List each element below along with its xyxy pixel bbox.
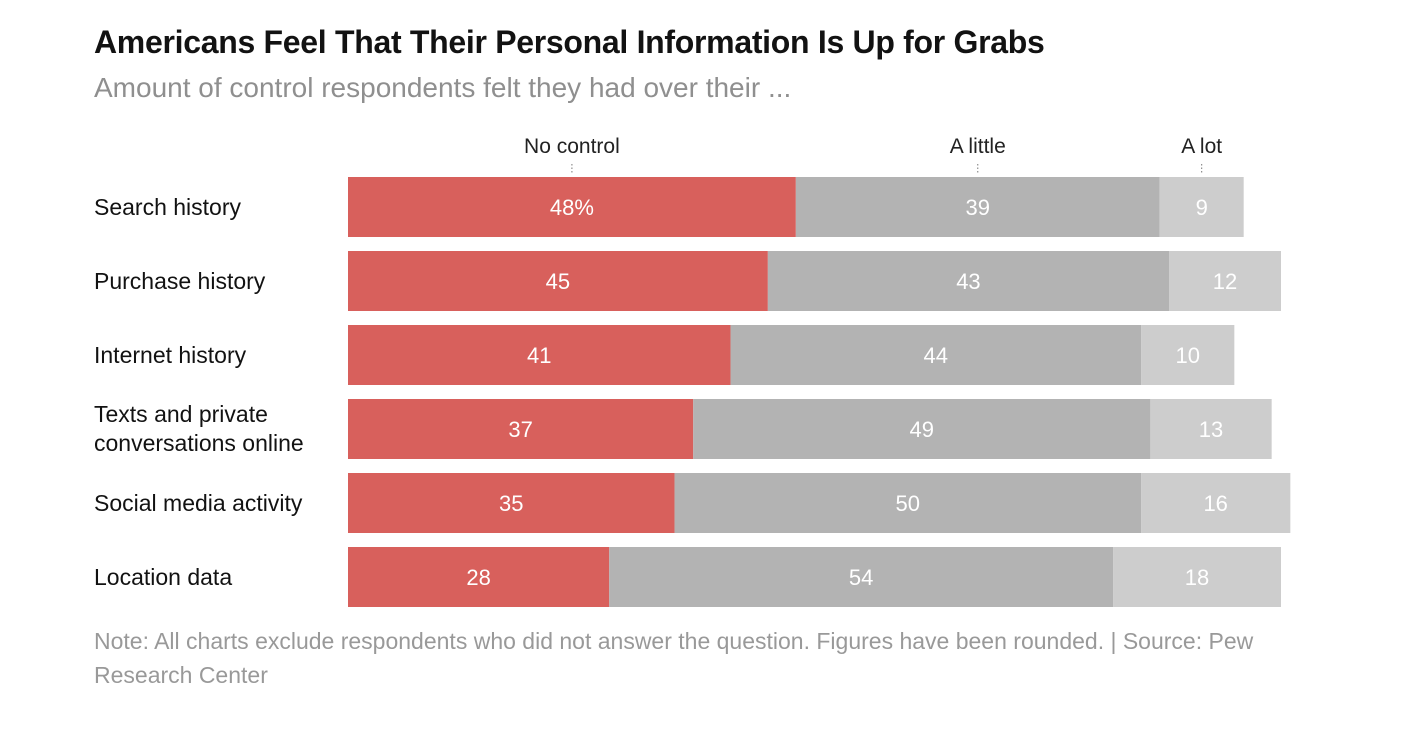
chart-subtitle: Amount of control respondents felt they … — [94, 72, 792, 103]
bar-segment — [795, 177, 1160, 237]
legend-label-2: A lot — [1181, 135, 1222, 158]
bar-segment — [1113, 547, 1281, 607]
bar-segment — [348, 547, 610, 607]
data-label: 9 — [1196, 195, 1208, 220]
data-label: 49 — [910, 417, 934, 442]
bar-segment — [1150, 399, 1272, 459]
data-label: 28 — [466, 565, 490, 590]
bar-segment — [348, 325, 731, 385]
bar-segment — [1141, 473, 1291, 533]
bar-segment — [693, 399, 1151, 459]
category-label-line: Texts and private — [94, 401, 268, 427]
data-label: 43 — [956, 269, 980, 294]
data-label: 12 — [1213, 269, 1237, 294]
chart-note: Note: All charts exclude respondents who… — [94, 628, 1254, 688]
data-label: 16 — [1203, 491, 1227, 516]
category-label: Internet history — [94, 342, 247, 368]
category-label-line: conversations online — [94, 430, 304, 456]
data-label: 18 — [1185, 565, 1209, 590]
data-label: 44 — [924, 343, 948, 368]
data-label: 48% — [550, 195, 594, 220]
bar-segment — [348, 399, 694, 459]
category-label: Texts and private conversations online — [94, 401, 304, 456]
stacked-bar-chart: No control A little A lot Search history 48%… — [94, 135, 1291, 607]
bar-segment — [730, 325, 1142, 385]
legend-label-1: A little — [950, 135, 1006, 158]
bar-segment — [348, 473, 675, 533]
data-label: 39 — [966, 195, 990, 220]
bar-segment — [348, 177, 796, 237]
category-label: Location data — [94, 564, 232, 590]
legend-label-0: No control — [524, 135, 620, 158]
bar-segment — [1169, 251, 1281, 311]
category-label: Purchase history — [94, 268, 266, 294]
data-label: 54 — [849, 565, 873, 590]
data-label: 50 — [896, 491, 920, 516]
chart-title: Americans Feel That Their Personal Infor… — [94, 24, 1045, 60]
bar-segment — [674, 473, 1142, 533]
bar-segment — [1141, 325, 1235, 385]
data-label: 37 — [508, 417, 532, 442]
data-label: 10 — [1175, 343, 1199, 368]
bar-segment — [767, 251, 1170, 311]
bar-segment — [1159, 177, 1244, 237]
data-label: 45 — [546, 269, 570, 294]
data-label: 35 — [499, 491, 523, 516]
category-label: Social media activity — [94, 490, 303, 516]
bar-segment — [348, 251, 768, 311]
bar-segment — [609, 547, 1114, 607]
data-label: 13 — [1199, 417, 1223, 442]
category-label: Search history — [94, 194, 242, 220]
data-label: 41 — [527, 343, 551, 368]
